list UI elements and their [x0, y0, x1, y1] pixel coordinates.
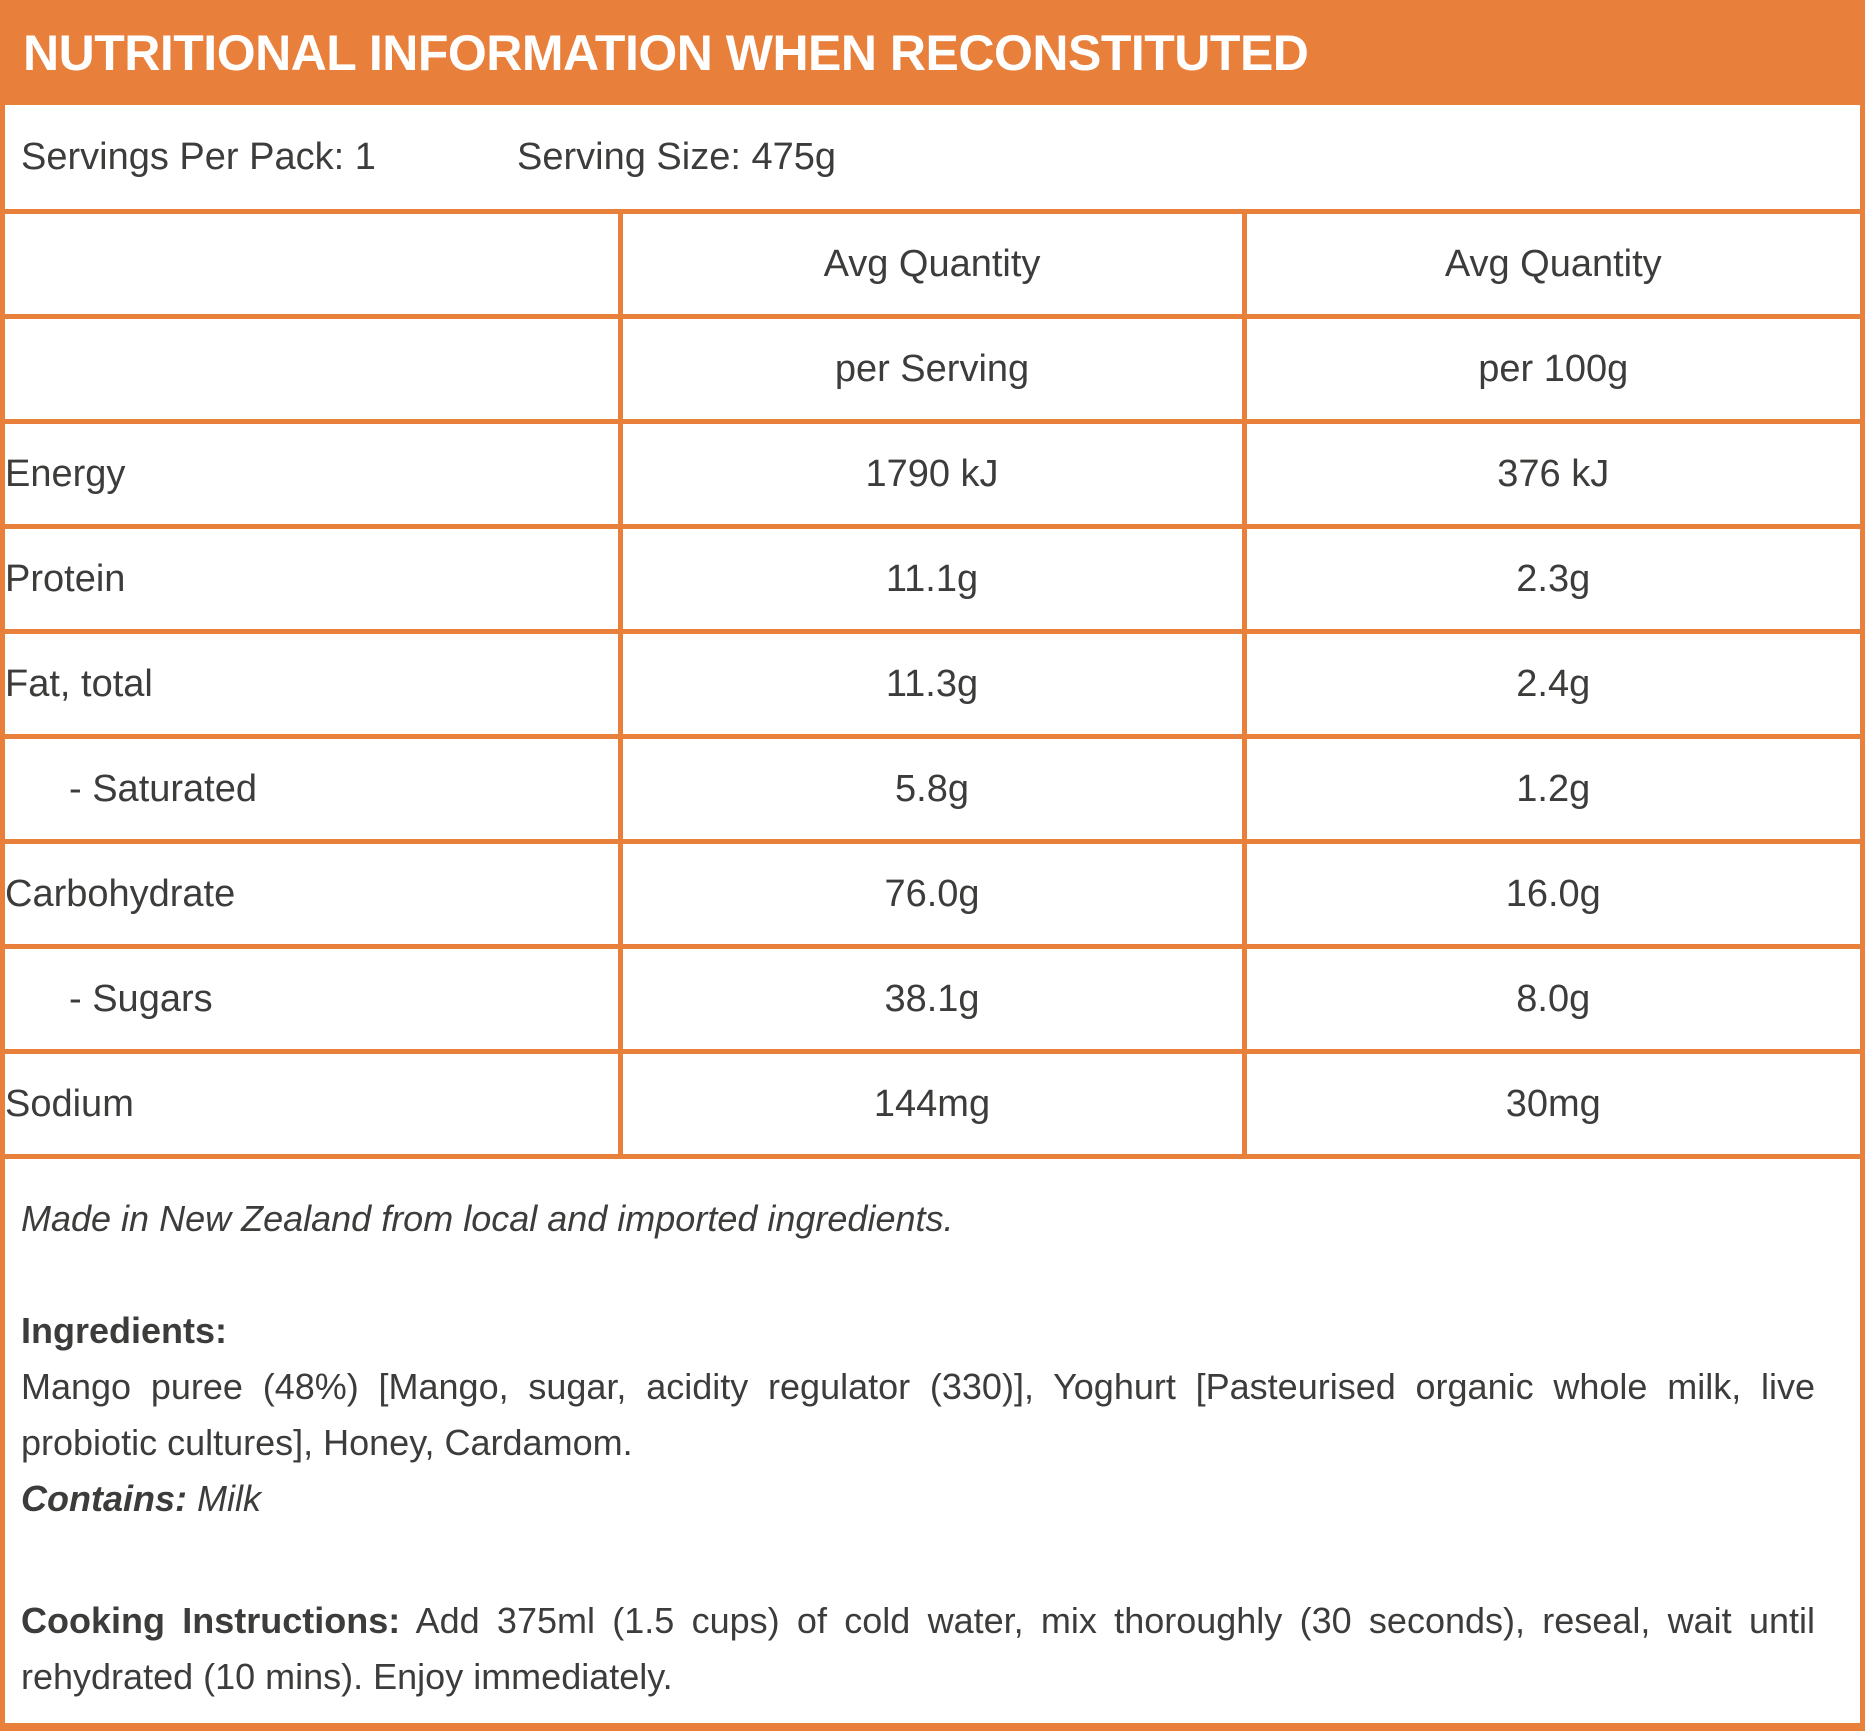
contains-value: Milk — [187, 1478, 261, 1519]
value-per-serving: 144mg — [617, 1049, 1247, 1159]
row-label: Energy — [5, 419, 623, 529]
col-header-per-100g-line1: Avg Quantity — [1241, 209, 1860, 319]
footer-section: Made in New Zealand from local and impor… — [5, 1159, 1860, 1723]
serving-info-row: Servings Per Pack: 1 Serving Size: 475g — [5, 105, 1860, 209]
value-per-100g: 2.3g — [1241, 524, 1860, 634]
ingredients-heading: Ingredients: — [21, 1310, 228, 1351]
value-per-100g: 376 kJ — [1241, 419, 1860, 529]
page-title: NUTRITIONAL INFORMATION WHEN RECONSTITUT… — [23, 24, 1309, 81]
table-row-energy: Energy 1790 kJ 376 kJ — [5, 419, 1860, 529]
value-per-serving: 11.3g — [617, 629, 1247, 739]
table-header-row-1: Avg Quantity Avg Quantity — [5, 209, 1860, 319]
cooking-instructions-label: Cooking Instructions: — [21, 1600, 401, 1641]
table-row-carbohydrate: Carbohydrate 76.0g 16.0g — [5, 839, 1860, 949]
cooking-instructions-text: Add 375ml (1.5 cups) of cold water, mix … — [21, 1600, 1815, 1697]
table-row-protein: Protein 11.1g 2.3g — [5, 524, 1860, 634]
value-per-serving: 1790 kJ — [617, 419, 1247, 529]
origin-note: Made in New Zealand from local and impor… — [21, 1198, 954, 1239]
value-per-100g: 8.0g — [1241, 944, 1860, 1054]
table-header-row-2: per Serving per 100g — [5, 314, 1860, 424]
row-label: - Saturated — [5, 734, 623, 844]
value-per-100g: 1.2g — [1241, 734, 1860, 844]
col-header-per-serving-line1: Avg Quantity — [617, 209, 1247, 319]
table-row-saturated: - Saturated 5.8g 1.2g — [5, 734, 1860, 844]
serving-size: Serving Size: 475g — [517, 135, 836, 178]
nutrition-table: Avg Quantity Avg Quantity per Serving pe… — [5, 209, 1860, 1159]
row-label: Carbohydrate — [5, 839, 623, 949]
ingredients-block: Ingredients: Mango puree (48%) [Mango, s… — [21, 1303, 1815, 1527]
row-label: Protein — [5, 524, 623, 634]
value-per-serving: 76.0g — [617, 839, 1247, 949]
contains-label: Contains: — [21, 1478, 187, 1519]
value-per-100g: 2.4g — [1241, 629, 1860, 739]
contains-line: Contains: Milk — [21, 1471, 1815, 1527]
row-label: Fat, total — [5, 629, 623, 739]
label-body: Servings Per Pack: 1 Serving Size: 475g … — [0, 105, 1865, 1731]
value-per-serving: 5.8g — [617, 734, 1247, 844]
empty-header-cell — [5, 209, 623, 319]
empty-header-cell — [5, 314, 623, 424]
title-bar: NUTRITIONAL INFORMATION WHEN RECONSTITUT… — [0, 0, 1865, 105]
row-label: Sodium — [5, 1049, 623, 1159]
row-label: - Sugars — [5, 944, 623, 1054]
table-row-sodium: Sodium 144mg 30mg — [5, 1049, 1860, 1159]
ingredients-body: Mango puree (48%) [Mango, sugar, acidity… — [21, 1366, 1815, 1463]
table-row-fat-total: Fat, total 11.3g 2.4g — [5, 629, 1860, 739]
value-per-100g: 16.0g — [1241, 839, 1860, 949]
table-row-sugars: - Sugars 38.1g 8.0g — [5, 944, 1860, 1054]
value-per-serving: 38.1g — [617, 944, 1247, 1054]
value-per-100g: 30mg — [1241, 1049, 1860, 1159]
servings-per-pack: Servings Per Pack: 1 — [21, 135, 376, 178]
col-header-per-100g-line2: per 100g — [1241, 314, 1860, 424]
value-per-serving: 11.1g — [617, 524, 1247, 634]
cooking-instructions: Cooking Instructions: Add 375ml (1.5 cup… — [21, 1593, 1815, 1705]
col-header-per-serving-line2: per Serving — [617, 314, 1247, 424]
